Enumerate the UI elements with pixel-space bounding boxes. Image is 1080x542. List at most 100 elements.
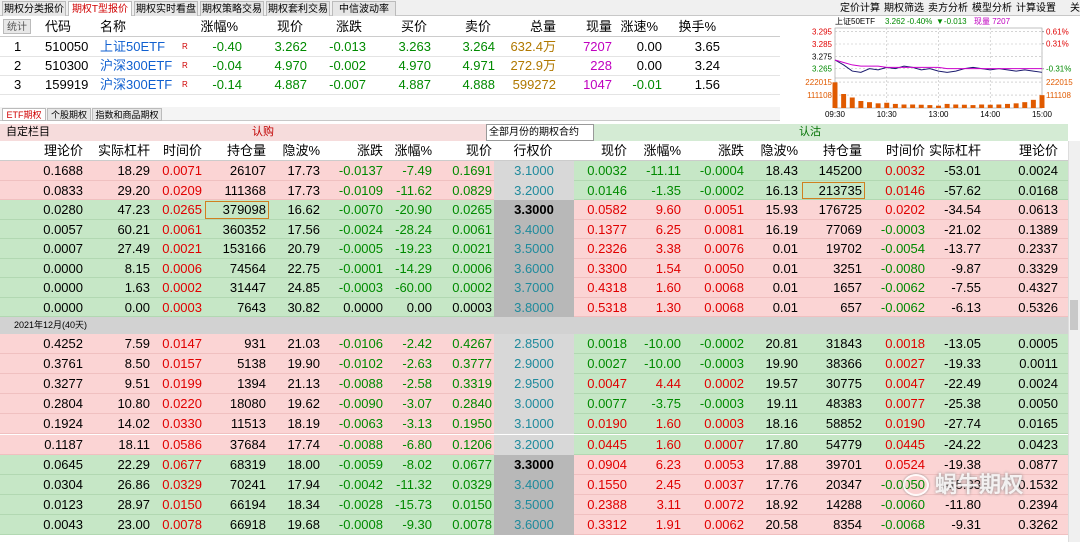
sub-tab[interactable]: ETF期权	[2, 108, 46, 121]
sub-tab-bar	[0, 107, 780, 121]
strike[interactable]: 3.2000	[514, 436, 554, 452]
put-cell: 3.38	[655, 241, 681, 256]
call-cell: -11.62	[396, 182, 432, 198]
top-tab[interactable]: 期权T型报价	[68, 1, 132, 16]
strike[interactable]: 3.6000	[514, 516, 554, 532]
call-cell: -0.0003	[338, 280, 383, 295]
strike[interactable]: 3.7000	[514, 280, 554, 295]
call-cell: 5138	[237, 356, 266, 372]
call-cell: 0.0329	[162, 476, 202, 492]
menu-item[interactable]: 关闭	[1070, 3, 1080, 14]
put-cell: 1.54	[655, 260, 681, 276]
call-row	[0, 434, 494, 455]
volume-bar	[841, 94, 847, 108]
custom-menu[interactable]: 自定栏目	[6, 126, 50, 138]
call-cell: 17.56	[287, 221, 320, 237]
top-tab[interactable]: 期权分类报价	[2, 1, 66, 16]
volume-bar	[987, 104, 993, 108]
code[interactable]: 510050	[45, 39, 89, 54]
scroll-thumb[interactable]	[1070, 300, 1078, 330]
name[interactable]: 沪深300ETF	[100, 58, 173, 73]
top-tab[interactable]: 期权策略交易	[200, 1, 264, 16]
put-cell: -57.62	[944, 182, 981, 198]
menu-item[interactable]: 期权筛选	[884, 3, 924, 14]
name[interactable]: 上证50ETF	[100, 39, 166, 54]
call-cell: 0.0003	[162, 299, 202, 315]
strike[interactable]: 2.9500	[514, 376, 554, 392]
strike[interactable]: 3.3000	[514, 456, 554, 472]
call-cell: -3.07	[402, 396, 432, 412]
put-cell: 54779	[825, 436, 862, 452]
month-select[interactable]: 全部月份的期权合约	[486, 124, 594, 141]
put-cell: 0.0047	[885, 376, 925, 392]
put-cell: -24.22	[944, 436, 981, 452]
call-cell: 0.0280	[43, 202, 83, 217]
put-cell: 0.2388	[587, 496, 627, 512]
call-cell: 21.13	[287, 376, 320, 392]
y-tick-label: 3.295	[812, 28, 833, 37]
put-cell: 0.0081	[704, 221, 744, 237]
put-cell: -0.0054	[880, 241, 925, 256]
strike[interactable]: 3.4000	[514, 476, 554, 492]
chart-header: -0.40%	[907, 17, 932, 26]
call-cell: 0.0123	[43, 496, 83, 512]
call-cell: 27.49	[117, 241, 150, 256]
top-tab[interactable]: 期权套利交易	[266, 1, 330, 16]
call-row	[0, 258, 494, 278]
strike[interactable]: 3.0000	[514, 396, 554, 412]
strike[interactable]: 3.5000	[514, 241, 554, 256]
sub-tab[interactable]: 个股期权	[47, 108, 91, 121]
put-cell: 0.0077	[587, 396, 627, 412]
put-cell: -0.0003	[699, 396, 744, 412]
put-cell: 0.01	[772, 241, 798, 256]
y2-tick-label: 0.31%	[1046, 40, 1069, 49]
section-title[interactable]: 2021年12月(40天)	[14, 320, 88, 330]
strike[interactable]: 3.6000	[514, 260, 554, 276]
strike[interactable]: 3.4000	[514, 221, 554, 237]
strike[interactable]: 3.1000	[514, 416, 554, 432]
put-cell: 1657	[833, 280, 862, 295]
put-cell: 30775	[825, 376, 862, 392]
strike[interactable]: 3.2000	[514, 182, 554, 198]
strike-cell-bg	[494, 394, 574, 415]
call-row	[0, 180, 494, 200]
strike-cell-bg	[494, 278, 574, 298]
code[interactable]: 159919	[45, 77, 89, 92]
strike-cell-bg	[494, 474, 574, 495]
put-row	[574, 514, 1068, 535]
column-header: 涨跌	[717, 143, 744, 158]
menu-item[interactable]: 计算设置	[1016, 3, 1056, 14]
quote-cell: 7207	[583, 39, 612, 54]
strike[interactable]: 3.8000	[514, 299, 554, 315]
put-cell: -0.0062	[880, 280, 925, 295]
watermark-icon	[903, 474, 929, 496]
menu-item[interactable]: 卖方分析	[928, 3, 968, 14]
code[interactable]: 510300	[45, 58, 89, 73]
y2-tick-label: -0.31%	[1046, 65, 1071, 74]
row-line	[0, 56, 780, 57]
menu-item[interactable]: 模型分析	[972, 3, 1012, 14]
sub-tab[interactable]: 指数和商品期权	[92, 108, 162, 121]
quote-cell: 228	[590, 58, 612, 73]
call-cell: 9.51	[124, 376, 150, 392]
call-cell: 0.1688	[43, 163, 83, 178]
top-tab[interactable]: 中信波动率	[332, 1, 396, 16]
strike[interactable]: 2.9000	[514, 356, 554, 372]
scrollbar[interactable]	[1068, 141, 1080, 542]
call-cell: 0.0304	[43, 476, 83, 492]
menu-item[interactable]: 定价计算	[840, 3, 880, 14]
name[interactable]: 沪深300ETF	[100, 77, 173, 92]
strike[interactable]: 2.8500	[514, 336, 554, 351]
quote-cell: 3.263	[398, 39, 431, 54]
call-cell: 0.0199	[162, 376, 202, 392]
strike[interactable]: 3.1000	[514, 163, 554, 178]
call-row	[0, 161, 494, 181]
call-cell: 0.00	[124, 299, 150, 315]
strike[interactable]: 3.5000	[514, 496, 554, 512]
strike-cell-bg	[494, 239, 574, 259]
call-cell: -0.0059	[338, 456, 383, 472]
header-cell: 代码	[45, 19, 72, 34]
top-tab[interactable]: 期权实时看盘	[134, 1, 198, 16]
put-row	[574, 334, 1068, 355]
strike[interactable]: 3.3000	[514, 202, 554, 217]
